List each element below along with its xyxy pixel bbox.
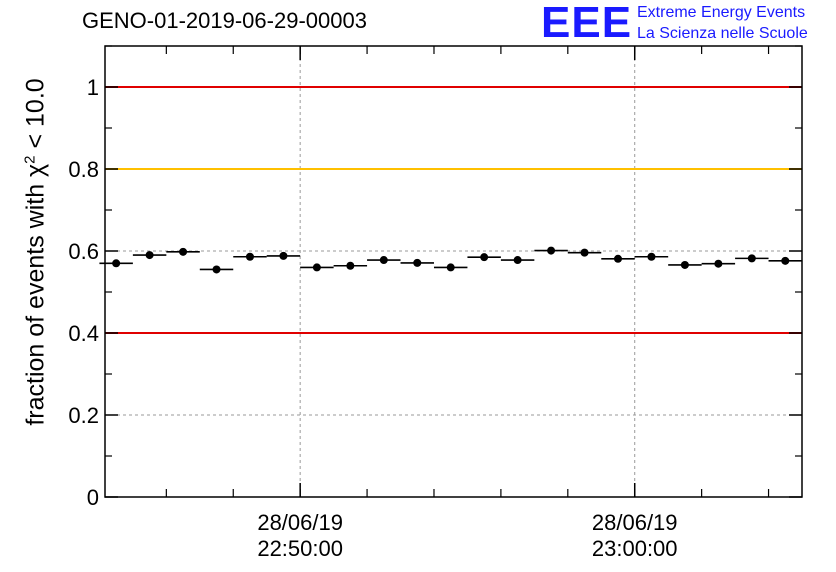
reference-lines <box>105 86 802 334</box>
data-point <box>513 256 522 265</box>
data-point <box>379 256 388 265</box>
y-tick-label: 0.4 <box>68 321 99 346</box>
x-tick-label-time: 23:00:00 <box>592 536 678 561</box>
data-point <box>446 263 455 272</box>
data-point <box>279 251 288 260</box>
data-point <box>179 247 188 256</box>
y-tick-label: 1 <box>87 75 99 100</box>
data-point <box>781 256 790 265</box>
data-point <box>647 252 656 261</box>
eee-logo-text: Extreme Energy Events La Scienza nelle S… <box>637 2 808 44</box>
data-point <box>346 261 355 270</box>
data-point <box>547 246 556 255</box>
logo-line-1: Extreme Energy Events <box>637 4 806 21</box>
data-point <box>714 259 723 268</box>
plot-frame <box>104 45 803 498</box>
x-tick-label-date: 28/06/19 <box>592 510 678 535</box>
data-point <box>212 265 221 274</box>
data-point <box>145 251 154 260</box>
data-point <box>747 254 756 263</box>
x-tick-label-date: 28/06/19 <box>257 510 343 535</box>
y-tick-label: 0.2 <box>68 403 99 428</box>
data-point <box>112 259 121 268</box>
grid <box>105 46 802 497</box>
logo-line-2: La Scienza nelle Scuole <box>637 25 808 42</box>
chart-title: GENO-01-2019-06-29-00003 <box>82 8 367 33</box>
data-point <box>613 254 622 263</box>
data-point <box>680 260 689 269</box>
axis-ticks: 00.20.40.60.8128/06/1922:50:0028/06/1923… <box>68 45 802 561</box>
data-points <box>99 246 802 274</box>
data-point <box>413 258 422 267</box>
data-point <box>312 263 321 272</box>
y-tick-label: 0 <box>87 485 99 510</box>
eee-logo: EEE <box>541 0 633 47</box>
y-tick-label: 0.6 <box>68 239 99 264</box>
data-point <box>580 248 589 257</box>
y-tick-label: 0.8 <box>68 157 99 182</box>
data-point <box>245 252 254 261</box>
x-tick-label-time: 22:50:00 <box>257 536 343 561</box>
data-point <box>480 253 489 262</box>
